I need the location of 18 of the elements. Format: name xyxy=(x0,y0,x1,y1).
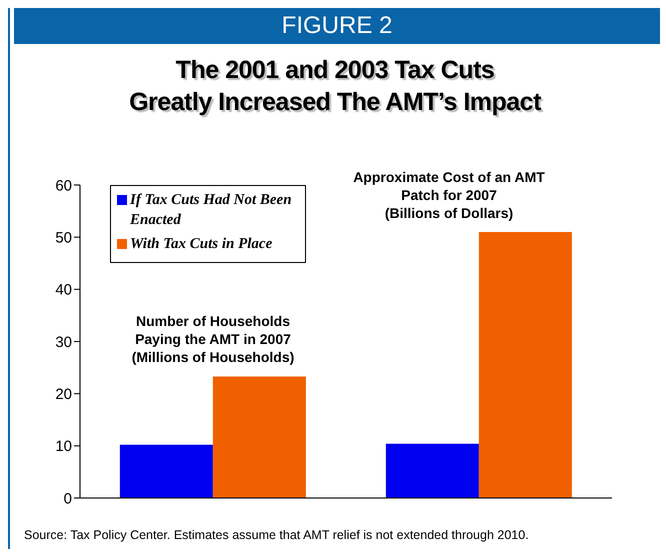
y-tick-label: 0 xyxy=(64,490,72,508)
y-tick-label: 20 xyxy=(55,386,72,403)
legend-label: If Tax Cuts Had Not Been Enacted xyxy=(130,191,293,230)
bar xyxy=(120,444,213,498)
annotation: Approximate Cost of an AMT Patch for 2007 (Billions of Dollars) xyxy=(352,168,546,222)
bar xyxy=(386,444,479,498)
legend-label: With Tax Cuts in Place xyxy=(130,235,272,254)
source-note: Source: Tax Policy Center. Estimates assume that AMT relief is not extended through 2010. xyxy=(24,528,529,542)
y-tick-label: 50 xyxy=(55,229,72,246)
chart-title: The 2001 and 2003 Tax Cuts Greatly Increased The AMT’s Impact xyxy=(128,55,542,118)
y-tick-label: 60 xyxy=(55,177,72,194)
y-tick-label: 40 xyxy=(55,282,72,299)
y-tick-label: 10 xyxy=(55,438,72,456)
bar xyxy=(478,232,572,498)
annotation: Number of Households Paying the AMT in 2007 (Millions of Households) xyxy=(130,312,296,366)
caption: FIGURE 2 xyxy=(14,8,660,44)
y-tick-label: 30 xyxy=(55,334,72,351)
bar xyxy=(212,376,306,498)
